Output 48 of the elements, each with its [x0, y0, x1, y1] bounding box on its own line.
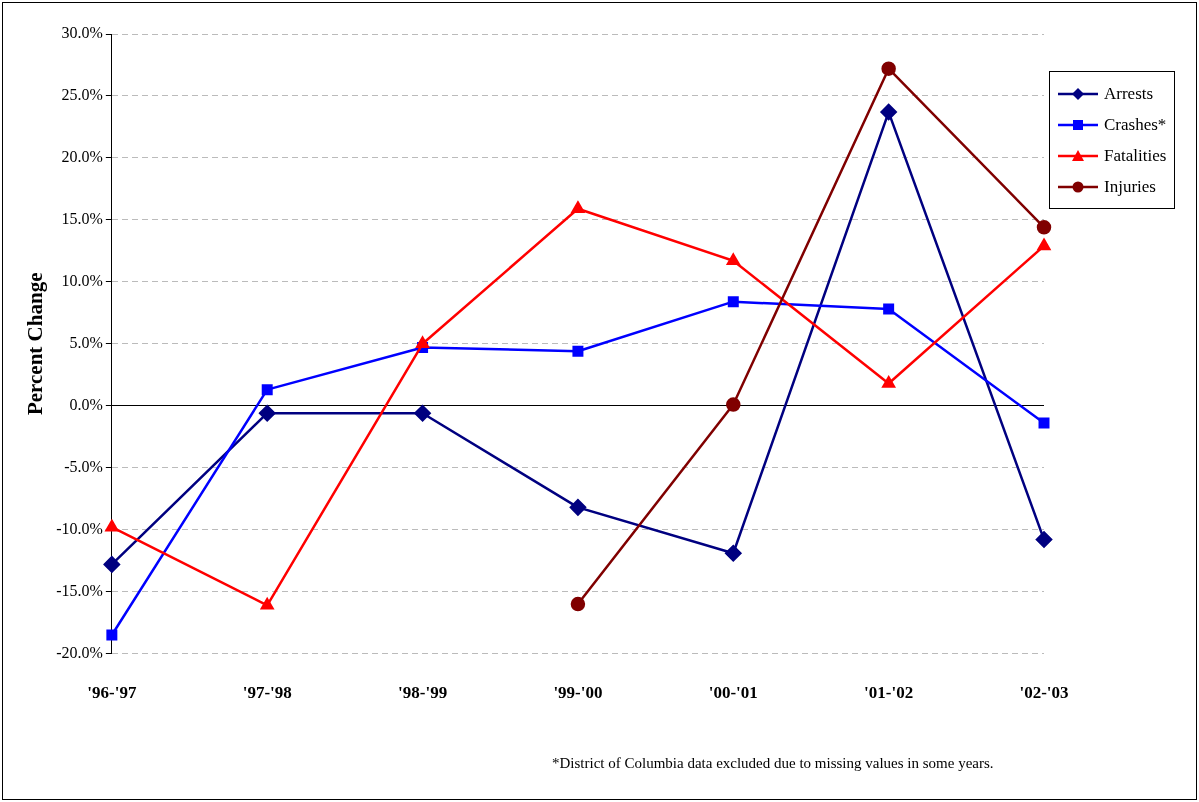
- point: [1035, 531, 1053, 548]
- point: [727, 296, 739, 308]
- legend-label: Fatalities: [1104, 145, 1167, 166]
- y-tick-label: -20.0%: [56, 643, 103, 661]
- y-tick-label: 25.0%: [61, 86, 103, 104]
- x-tick-label: '99-'00: [553, 683, 603, 703]
- point: [105, 519, 119, 532]
- x-tick-label: '02-'03: [1019, 683, 1069, 703]
- x-tick-label: '00-'01: [708, 683, 758, 703]
- point: [1036, 220, 1052, 235]
- point: [725, 544, 742, 562]
- legend-label: Crashes*: [1104, 114, 1167, 135]
- point: [103, 556, 121, 573]
- point: [414, 404, 431, 422]
- x-tick-label: '01-'02: [864, 683, 914, 703]
- point: [1037, 238, 1051, 251]
- point: [260, 598, 274, 610]
- point: [416, 336, 430, 349]
- y-tick-label: -15.0%: [56, 581, 103, 599]
- legend-label: Arrests: [1104, 83, 1154, 104]
- y-tick-label: 10.0%: [61, 272, 103, 290]
- text: *District of Columbia data excluded due to missing values in some years.: [552, 755, 994, 772]
- point: [882, 376, 896, 388]
- y-tick-label: -10.0%: [56, 519, 103, 537]
- point: [106, 629, 118, 641]
- point: [572, 345, 584, 357]
- point: [726, 253, 740, 266]
- point: [726, 397, 741, 412]
- point: [883, 303, 895, 315]
- point: [569, 499, 587, 516]
- y-tick-label: -5.0%: [64, 457, 103, 475]
- point: [571, 201, 585, 213]
- y-tick-label: 5.0%: [69, 334, 103, 351]
- y-tick-label: 15.0%: [61, 210, 103, 228]
- point: [261, 384, 273, 396]
- point: [258, 404, 276, 422]
- y-axis-title: Percent Change: [23, 272, 48, 416]
- x-tick-label: '97-'98: [242, 683, 292, 703]
- point: [570, 596, 586, 612]
- legend-label: Injuries: [1104, 176, 1156, 197]
- y-tick-label: 20.0%: [61, 148, 103, 166]
- point: [881, 61, 896, 76]
- x-tick-label: '98-'99: [398, 683, 448, 703]
- point: [1038, 417, 1050, 429]
- y-tick-label: 30.0%: [61, 24, 103, 42]
- y-tick-label: 0.0%: [69, 395, 103, 413]
- point: [880, 103, 897, 121]
- x-tick-label: '96-'97: [87, 683, 137, 703]
